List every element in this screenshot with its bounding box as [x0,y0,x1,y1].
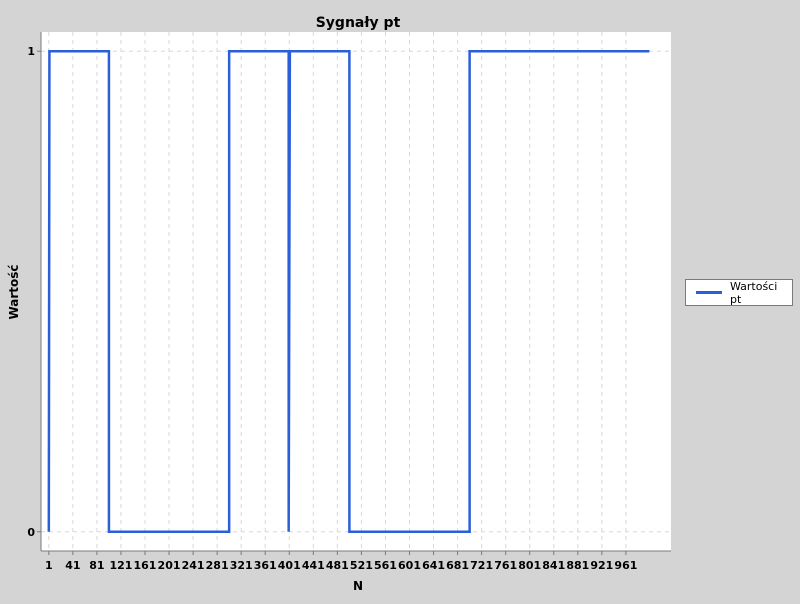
x-tick-label: 121 [109,559,132,572]
x-tick-label: 601 [398,559,421,572]
x-tick-label: 1 [45,559,53,572]
x-tick-label: 281 [206,559,229,572]
x-tick-label: 361 [254,559,277,572]
x-tick-label: 481 [326,559,349,572]
x-tick-label: 761 [494,559,517,572]
chart-title: Sygnały pt [316,15,401,31]
series-layer [47,49,650,534]
x-tick-label: 801 [518,559,541,572]
x-tick-label: 721 [470,559,493,572]
x-tick-label: 921 [590,559,613,572]
x-tick-label: 401 [278,559,301,572]
x-tick-label: 681 [446,559,469,572]
legend-swatch [696,291,722,294]
legend-label: Wartości pt [729,279,778,306]
ticks-layer: 1 41 81 121 161 201 241 281 321 361 401 441 481 521 56… [27,45,637,572]
y-tick-label: 0 [27,526,35,539]
x-tick-label: 841 [542,559,565,572]
x-tick-label: 241 [182,559,205,572]
series-line [47,49,650,534]
x-axis-label: N [353,579,363,593]
legend: Wartości pt [685,279,793,306]
y-axis-label: Wartość [7,264,21,319]
plot-area [41,32,671,551]
x-tick-label: 201 [158,559,181,572]
x-tick-label: 161 [134,559,157,572]
x-tick-label: 881 [566,559,589,572]
x-tick-label: 961 [614,559,637,572]
x-tick-label: 81 [89,559,104,572]
x-tick-label: 41 [65,559,80,572]
x-tick-label: 521 [350,559,373,572]
y-tick-label: 1 [27,45,35,58]
x-tick-label: 561 [374,559,397,572]
x-tick-label: 441 [302,559,325,572]
x-tick-label: 321 [230,559,253,572]
x-tick-label: 641 [422,559,445,572]
